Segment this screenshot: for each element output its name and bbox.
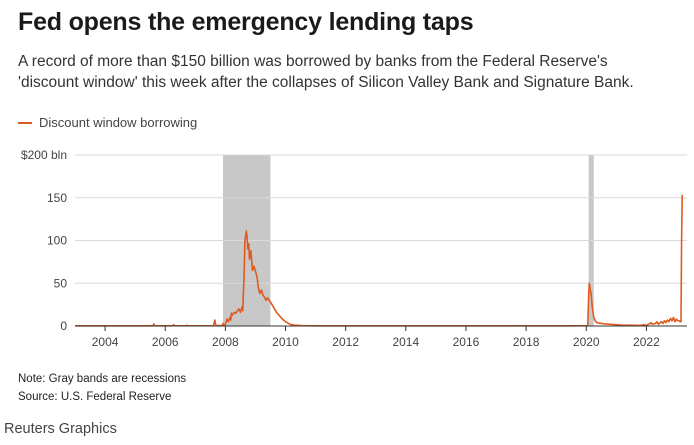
y-tick-label-200: $200 bln [21, 148, 67, 162]
chart-subtitle: A record of more than $150 billion was b… [18, 53, 634, 91]
y-tick-label-150: 150 [47, 191, 67, 205]
recession-note: Note: Gray bands are recessions [18, 373, 187, 385]
y-tick-label-50: 50 [54, 276, 68, 290]
x-tick-label-2014: 2014 [392, 335, 419, 349]
x-tick-label-2016: 2016 [453, 335, 480, 349]
x-tick-label-2012: 2012 [332, 335, 359, 349]
x-tick-label-2020: 2020 [573, 335, 600, 349]
x-tick-label-2018: 2018 [513, 335, 540, 349]
chart-legend: Discount window borrowing [18, 115, 197, 130]
x-tick-label-2006: 2006 [152, 335, 179, 349]
x-tick-label-2010: 2010 [272, 335, 299, 349]
legend-swatch-discount-window [18, 121, 32, 124]
chart-title: Fed opens the emergency lending taps [18, 8, 474, 36]
source-note: Source: U.S. Federal Reserve [18, 391, 172, 403]
x-tick-label-2022: 2022 [633, 335, 660, 349]
line-chart: 0 50 100 150 $200 bln 2004 2006 2008 2010 2012 201… [21, 148, 687, 349]
legend-label-discount-window: Discount window borrowing [39, 115, 198, 130]
y-tick-label-0: 0 [60, 319, 67, 333]
x-tick-label-2008: 2008 [212, 335, 239, 349]
series-line-discount-window [75, 194, 683, 327]
reuters-graphics-credit: Reuters Graphics [4, 421, 117, 437]
x-tick-label-2004: 2004 [92, 335, 119, 349]
y-tick-label-100: 100 [47, 234, 67, 248]
